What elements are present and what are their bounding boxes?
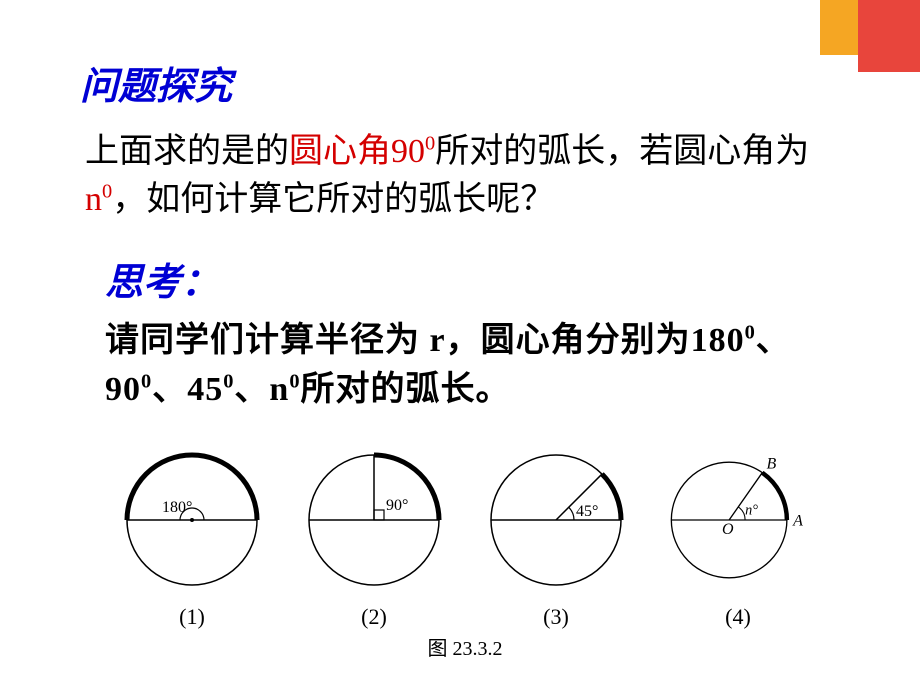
text-fragment: 请同学们计算半径为 r，圆心角分别为180 (105, 322, 745, 359)
highlight-angle: 圆心角900 (289, 133, 435, 170)
angle-label: 90° (386, 497, 408, 514)
circle-diagram-4: n° O A B (4) (658, 440, 818, 630)
think-heading: 思考： (105, 251, 850, 306)
highlight-n: n0 (85, 181, 112, 218)
slide-content: 问题探究 上面求的是的圆心角900所对的弧长，若圆心角为n0，如何计算它所对的弧… (0, 0, 920, 661)
circle-diagram-1: 180° (1) (112, 440, 272, 630)
task-paragraph: 请同学们计算半径为 r，圆心角分别为1800、900、450、n0所对的弧长。 (105, 316, 850, 415)
superscript: 0 (745, 322, 756, 344)
angle-label: 180° (162, 499, 192, 516)
circle-diagram-3: 45° (3) (476, 440, 636, 630)
text-fragment: 、45 (152, 371, 223, 408)
circle-svg-45: 45° (476, 440, 636, 600)
superscript: 0 (102, 180, 112, 202)
point-label-A: A (792, 512, 803, 529)
section-heading: 问题探究 (80, 55, 850, 110)
intro-paragraph: 上面求的是的圆心角900所对的弧长，若圆心角为n0，如何计算它所对的弧长呢？ (85, 128, 850, 223)
text-fragment: n (85, 181, 102, 218)
text-fragment: 圆心角90 (289, 133, 425, 170)
point-label-O: O (722, 521, 734, 538)
circle-svg-n: n° O A B (658, 440, 818, 600)
circle-diagram-2: 90° (2) (294, 440, 454, 630)
superscript: 0 (141, 371, 152, 393)
figure-number: (1) (179, 604, 205, 630)
figure-caption: 图 23.3.2 (80, 632, 850, 661)
angle-label: 45° (576, 503, 598, 520)
text-fragment: 、n (234, 371, 289, 408)
point-label-B: B (766, 455, 776, 472)
angle-label: n° (745, 502, 758, 518)
figure-number: (3) (543, 604, 569, 630)
superscript: 0 (289, 371, 300, 393)
text-fragment: 上面求的是的 (85, 133, 289, 170)
superscript: 0 (425, 133, 435, 155)
circle-svg-90: 90° (294, 440, 454, 600)
circle-svg-180: 180° (112, 440, 272, 600)
corner-decoration (790, 0, 920, 70)
text-fragment: 所对的弧长，若圆心角为 (435, 133, 809, 170)
corner-red (858, 0, 920, 72)
text-fragment: ，如何计算它所对的弧长呢？ (112, 181, 554, 218)
figure-number: (2) (361, 604, 387, 630)
text-fragment: 所对的弧长。 (301, 371, 511, 408)
figure-row: 180° (1) 90° (2) 45° (80, 440, 850, 630)
superscript: 0 (223, 371, 234, 393)
figure-number: (4) (725, 604, 751, 630)
